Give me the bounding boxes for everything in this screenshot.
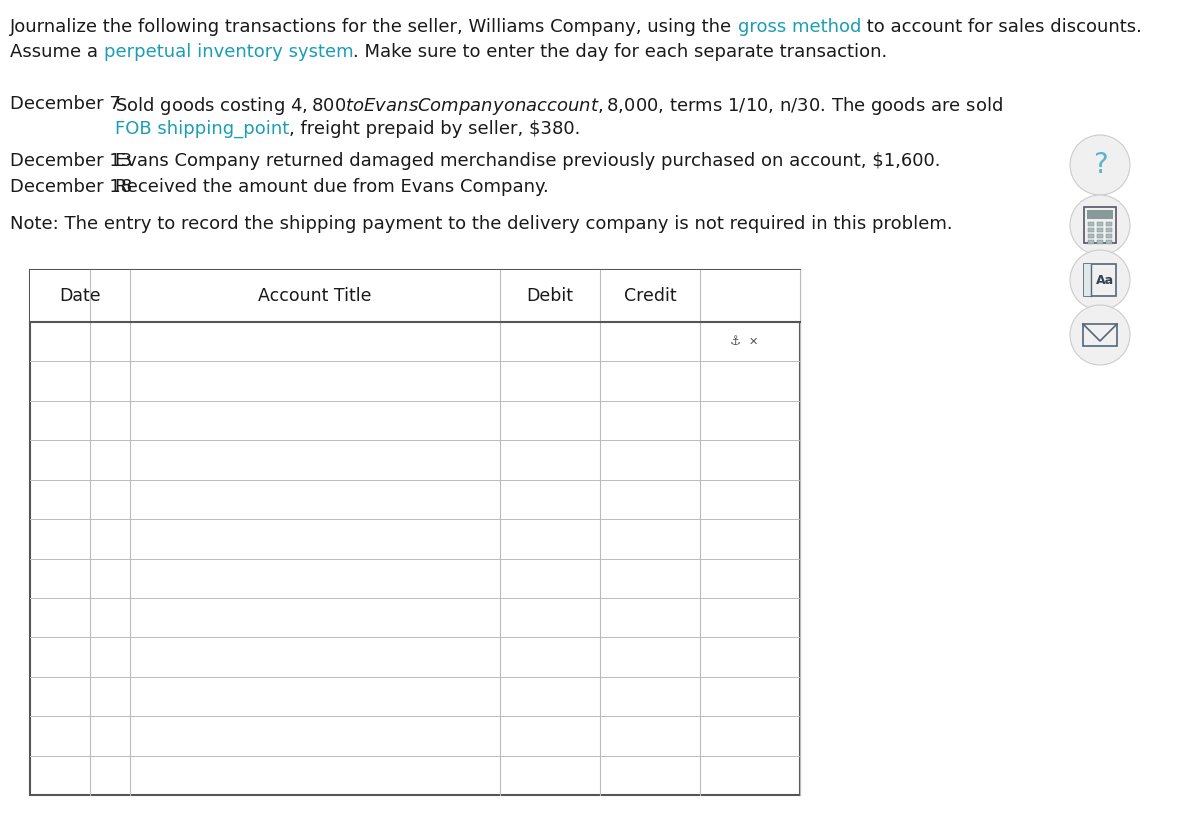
Bar [1087, 210, 1114, 219]
Text: Evans Company returned damaged merchandise previously purchased on account, $1,6: Evans Company returned damaged merchandi… [115, 152, 941, 170]
Text: Date: Date [59, 287, 101, 305]
Text: December 7: December 7 [10, 95, 121, 113]
Bar [1106, 228, 1112, 232]
Circle shape [1070, 305, 1130, 365]
Text: December 18: December 18 [10, 178, 132, 196]
Circle shape [1070, 135, 1130, 195]
Bar [1106, 240, 1112, 244]
Text: ⚓: ⚓ [730, 335, 740, 348]
Circle shape [1070, 195, 1130, 255]
Text: perpetual inventory system: perpetual inventory system [103, 43, 353, 61]
Text: FOB shipping_point: FOB shipping_point [115, 120, 289, 138]
Text: Debit: Debit [527, 287, 574, 305]
Bar [30, 270, 800, 322]
Text: Note: The entry to record the shipping payment to the delivery company is not re: Note: The entry to record the shipping p… [10, 215, 953, 233]
Bar [1084, 207, 1116, 243]
Bar [1088, 222, 1094, 226]
Text: , freight prepaid by seller, $380.: , freight prepaid by seller, $380. [289, 120, 581, 138]
Bar [1084, 264, 1116, 296]
Text: Aa: Aa [1096, 274, 1114, 287]
Bar [1097, 228, 1103, 232]
Text: December 13: December 13 [10, 152, 132, 170]
Bar [1084, 324, 1117, 346]
Bar [30, 270, 800, 795]
Bar [1106, 234, 1112, 238]
Text: Received the amount due from Evans Company.: Received the amount due from Evans Compa… [115, 178, 548, 196]
Text: Journalize the following transactions for the seller, Williams Company, using th: Journalize the following transactions fo… [10, 18, 738, 36]
Text: . Make sure to enter the day for each separate transaction.: . Make sure to enter the day for each se… [353, 43, 888, 61]
Text: gross method: gross method [738, 18, 862, 36]
Bar [1097, 234, 1103, 238]
Bar [1106, 222, 1112, 226]
Text: Credit: Credit [624, 287, 677, 305]
Bar [1088, 240, 1094, 244]
Text: Sold goods costing $4,800 to Evans Company on account, $8,000, terms 1/10, n/30.: Sold goods costing $4,800 to Evans Compa… [115, 95, 1003, 117]
Bar [1088, 228, 1094, 232]
Bar [1088, 234, 1094, 238]
Text: ?: ? [1093, 151, 1108, 179]
Text: ✕: ✕ [749, 337, 757, 347]
Circle shape [1070, 250, 1130, 310]
Text: Account Title: Account Title [258, 287, 372, 305]
Text: to account for sales discounts.: to account for sales discounts. [862, 18, 1142, 36]
Bar [1084, 264, 1091, 296]
Text: Assume a: Assume a [10, 43, 103, 61]
Bar [1097, 240, 1103, 244]
Bar [1097, 222, 1103, 226]
